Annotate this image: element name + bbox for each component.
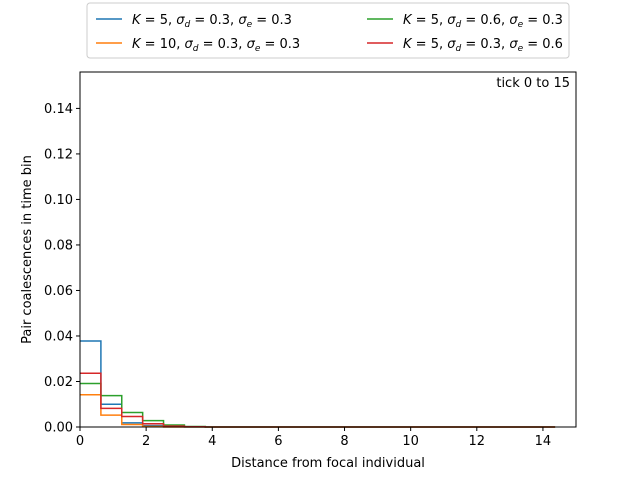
y-tick-label: 0.06 — [44, 284, 73, 299]
x-tick-label: 4 — [208, 434, 216, 449]
x-tick-label: 0 — [76, 434, 84, 449]
y-tick-label: 0.12 — [44, 147, 73, 162]
y-tick-label: 0.10 — [44, 193, 73, 208]
y-tick-label: 0.04 — [44, 329, 73, 344]
y-axis: 0.00 0.02 0.04 0.06 0.08 0.10 0.12 0.14 — [44, 102, 80, 436]
y-tick-label: 0.08 — [44, 238, 73, 253]
legend-label-1: K = 5, σd = 0.3, σe = 0.3 — [132, 13, 292, 30]
legend-frame — [86, 2, 570, 59]
legend: K = 5, σd = 0.3, σe = 0.3 K = 10, σd = 0.… — [86, 2, 570, 59]
x-tick-label: 14 — [535, 434, 552, 449]
plot-frame — [79, 71, 577, 428]
y-tick-label: 0.14 — [44, 102, 73, 117]
plot-area — [80, 72, 576, 427]
x-tick-label: 8 — [340, 434, 348, 449]
x-axis: 0 2 4 6 8 10 12 14 — [76, 427, 551, 449]
legend-label-4: K = 5, σd = 0.3, σe = 0.6 — [403, 37, 563, 54]
x-tick-label: 10 — [402, 434, 419, 449]
x-axis-title: Distance from focal individual — [231, 456, 425, 471]
x-tick-label: 2 — [142, 434, 150, 449]
legend-label-2: K = 10, σd = 0.3, σe = 0.3 — [132, 37, 300, 54]
y-axis-title: Pair coalescences in time bin — [20, 155, 35, 344]
annotation: tick 0 to 15 — [496, 76, 570, 91]
y-tick-label: 0.00 — [44, 421, 73, 436]
x-tick-label: 6 — [274, 434, 282, 449]
legend-label-3: K = 5, σd = 0.6, σe = 0.3 — [403, 13, 563, 30]
y-tick-label: 0.02 — [44, 375, 73, 390]
x-tick-label: 12 — [469, 434, 486, 449]
